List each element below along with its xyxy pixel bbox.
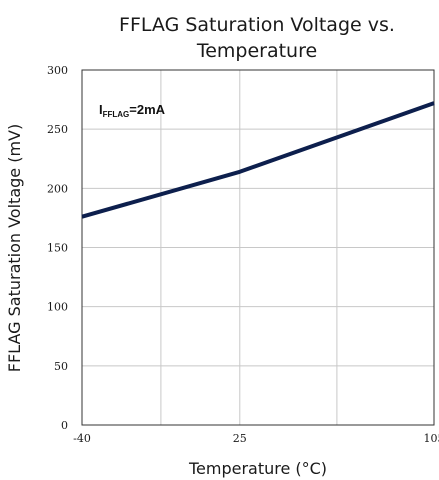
series-group: [81, 101, 435, 219]
y-tick-label: 150: [47, 242, 68, 255]
chart-title-line-2: Temperature: [196, 40, 317, 62]
y-tick-label: 50: [54, 360, 68, 373]
y-tick-label: 300: [47, 64, 68, 77]
plot-area-frame: [81, 69, 435, 426]
chart-title-line-1: FFLAG Saturation Voltage vs.: [119, 14, 395, 36]
y-tick-label: 200: [47, 182, 68, 195]
y-axis-label: FFLAG Saturation Voltage (mV): [5, 124, 24, 372]
x-tick-label: 25: [233, 432, 247, 445]
x-tick-label: 105: [424, 432, 439, 445]
y-tick-label: 0: [61, 419, 68, 432]
y-tick-label: 250: [47, 123, 68, 136]
y-tick-label: 100: [47, 301, 68, 314]
x-tick-label: -40: [73, 432, 91, 445]
x-axis-label: Temperature (°C): [188, 459, 327, 478]
x-tick-labels: -40 25 105: [73, 432, 439, 445]
current-annotation: IFFLAG=2mA: [99, 102, 166, 119]
y-tick-labels: 0 50 100 150 200 250 300: [47, 64, 68, 432]
series-line: [81, 101, 435, 219]
